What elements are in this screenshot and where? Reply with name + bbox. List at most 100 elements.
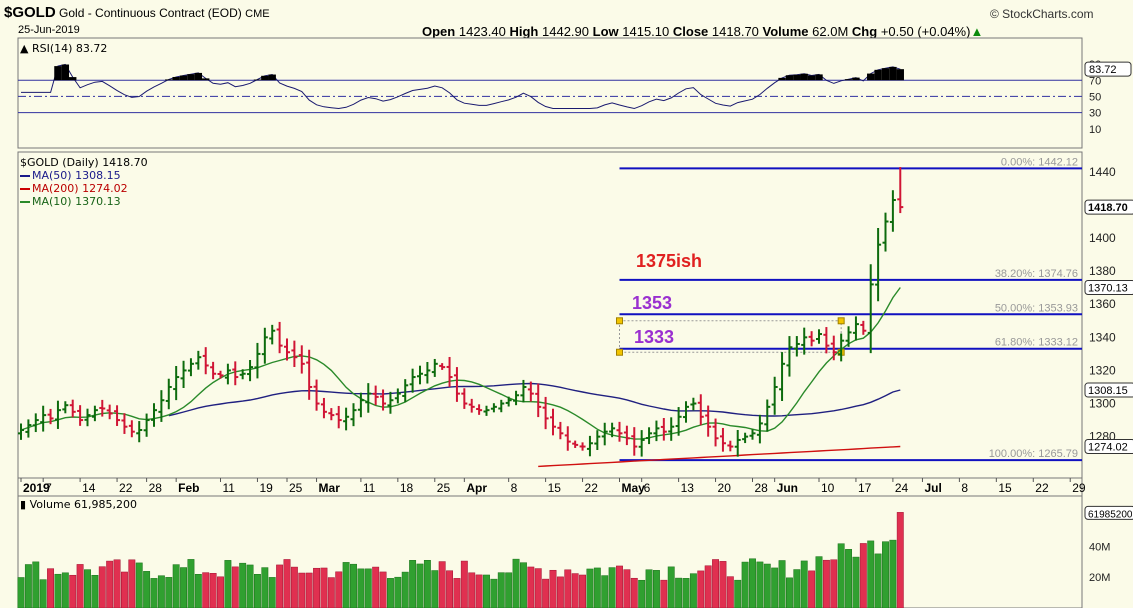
ohlc-bar	[852, 316, 859, 341]
x-tick-label: 2019	[23, 481, 50, 495]
ohlc-bar	[298, 345, 305, 374]
rsi-overbought-fill	[785, 75, 794, 81]
rsi-overbought-fill	[881, 68, 890, 81]
ohlc-bar	[343, 407, 350, 431]
x-tick-label: May	[622, 481, 646, 495]
ohlc-bar	[823, 327, 830, 354]
volume-bar	[616, 565, 623, 608]
ohlc-bar	[217, 370, 224, 379]
ohlc-bar	[845, 326, 852, 347]
ohlc-bar	[357, 392, 364, 418]
ohlc-bar	[453, 367, 460, 402]
ohlc-bar	[801, 327, 808, 355]
x-tick-label: Mar	[319, 481, 341, 495]
rsi-tick-label: 30	[1089, 108, 1101, 120]
selection-handle	[616, 348, 623, 356]
volume-bar	[475, 574, 483, 608]
volume-bar	[342, 562, 350, 608]
ohlc-bar	[550, 408, 556, 436]
x-tick-label: 25	[289, 481, 303, 495]
volume-bar	[630, 577, 638, 608]
volume-bar	[135, 562, 143, 608]
volume-bar	[401, 571, 409, 608]
volume-bar	[697, 570, 705, 608]
ohlc-bar	[320, 397, 327, 419]
ohlc-bar	[195, 350, 202, 370]
volume-bar	[298, 572, 306, 608]
rsi-overbought-fill	[867, 73, 875, 81]
volume-bar	[579, 574, 586, 608]
price-last-box	[1084, 382, 1133, 398]
volume-bar	[305, 572, 313, 608]
fib-label: 38.20%: 1374.76	[995, 268, 1078, 280]
volume-bar	[91, 575, 99, 608]
ohlc-bar	[291, 340, 298, 368]
chart-date: 25-Jun-2019	[18, 24, 80, 36]
volume-bar	[209, 573, 217, 608]
ohlc-bar	[867, 264, 874, 354]
volume-bar	[845, 549, 852, 608]
volume-bar	[896, 512, 904, 608]
volume-bar	[771, 567, 779, 608]
rsi-overbought-fill	[194, 72, 203, 81]
price-legend: $GOLD (Daily) 1418.70 MA(50) 1308.15 MA(…	[20, 156, 148, 208]
rsi-overbought-fill	[807, 75, 816, 81]
volume-bar	[830, 559, 838, 608]
x-tick-label: 20	[718, 481, 732, 495]
ma50-line	[168, 382, 901, 417]
ohlc-bar	[683, 401, 689, 423]
ohlc-bar	[461, 388, 468, 409]
volume-bar	[32, 561, 40, 608]
volume-bar	[601, 575, 609, 608]
rsi-last-label: 83.72	[1089, 64, 1117, 76]
ohlc-bar	[54, 400, 61, 429]
volume-bar	[217, 576, 224, 608]
ohlc-bar	[513, 390, 520, 406]
ohlc-bar	[498, 399, 505, 413]
ohlc-bar	[269, 324, 276, 345]
volume-bar	[689, 573, 697, 608]
ohlc-bar	[25, 419, 32, 438]
volume-bar	[180, 567, 188, 608]
volume-bar	[224, 560, 232, 608]
annotation-1375ish: 1375ish	[636, 251, 703, 271]
volume-bar	[571, 573, 579, 608]
ohlc-bar	[727, 440, 734, 452]
price-last-label: 1370.13	[1088, 282, 1128, 294]
volume-bar	[453, 578, 461, 608]
price-tick-label: 1320	[1089, 363, 1116, 377]
ohlc-bar	[838, 333, 845, 362]
price-last-box	[1084, 199, 1133, 215]
x-tick-label: Apr	[466, 481, 487, 495]
volume-bar	[76, 564, 84, 608]
x-tick-label: Jul	[924, 481, 941, 495]
rsi-overbought-fill	[889, 66, 897, 81]
volume-bar	[165, 577, 173, 608]
x-tick-label: 6	[644, 481, 651, 495]
x-tick-label: 28	[755, 481, 769, 495]
volume-bar	[47, 568, 54, 608]
volume-bar	[394, 576, 402, 608]
brand-logo: © StockCharts.com	[990, 7, 1094, 21]
ohlc-bar	[402, 379, 409, 403]
volume-bar	[69, 574, 77, 608]
rsi-overbought-fill	[815, 74, 823, 81]
volume-bar	[150, 578, 158, 608]
ohlc-bar	[875, 227, 882, 302]
ohlc-bar	[631, 427, 638, 456]
ma200-line	[538, 445, 901, 468]
volume-bar	[815, 556, 823, 608]
x-tick-label: 11	[363, 481, 376, 495]
x-tick-label: 10	[821, 481, 835, 495]
ohlc-bar	[779, 352, 786, 401]
x-tick-label: 18	[400, 481, 414, 495]
ohlc-bar	[424, 362, 431, 384]
ohlc-bar	[690, 397, 697, 411]
volume-bar	[335, 571, 343, 608]
volume-bar	[490, 578, 498, 608]
volume-bar	[409, 560, 417, 608]
ohlc-bar	[313, 379, 320, 411]
ohlc-bar	[69, 399, 76, 418]
x-tick-label: Jun	[777, 481, 798, 495]
